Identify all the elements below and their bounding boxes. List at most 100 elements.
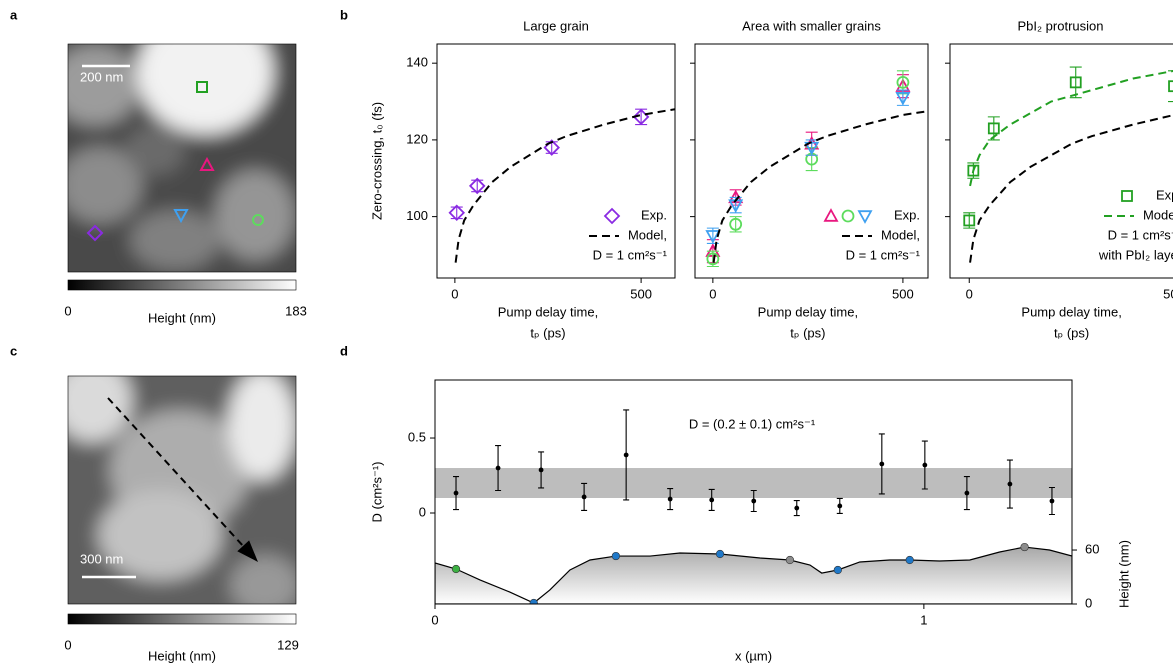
legend-label: Exp. xyxy=(894,207,920,222)
marker xyxy=(964,490,970,496)
scale-bar-label: 300 nm xyxy=(80,551,123,566)
x-axis-label: Pump delay time, xyxy=(758,304,858,319)
marker xyxy=(611,551,620,561)
x-axis-label: Pump delay time, xyxy=(1021,304,1121,319)
y-axis-label: D (cm²s⁻¹) xyxy=(369,461,384,522)
marker xyxy=(837,503,843,509)
y-axis-label: Zero-crossing, t₀ (fs) xyxy=(369,102,384,220)
marker xyxy=(451,564,461,574)
scale-bar-label: 200 nm xyxy=(80,69,123,84)
colorbar-min: 0 xyxy=(64,637,71,652)
legend-marker xyxy=(823,208,839,222)
marker xyxy=(529,598,538,604)
marker xyxy=(895,92,911,106)
y2-tick-label: 60 xyxy=(1085,541,1099,556)
chart-title: Area with smaller grains xyxy=(742,18,881,33)
x-tick-label: 1 xyxy=(920,612,927,627)
plot-area xyxy=(963,66,1173,263)
x-tick-label: 500 xyxy=(1163,286,1173,301)
plot-area xyxy=(435,409,1072,604)
marker xyxy=(879,461,885,467)
marker xyxy=(967,164,980,177)
legend-marker xyxy=(857,210,873,224)
y-tick-label: 0 xyxy=(419,504,426,519)
marker xyxy=(715,549,725,559)
legend-label: Exp. xyxy=(641,207,667,222)
legend-label: Model, xyxy=(881,227,920,242)
marker xyxy=(667,496,673,502)
legend-note: with PbI₂ layer xyxy=(1098,247,1173,262)
model-line xyxy=(969,114,1173,263)
colorbar-min: 0 xyxy=(64,303,71,318)
marker xyxy=(1020,542,1029,552)
plot-frame xyxy=(694,43,929,279)
marker xyxy=(987,122,1000,135)
colorbar xyxy=(67,279,297,291)
legend-marker xyxy=(841,209,855,223)
legend-marker xyxy=(1121,190,1133,202)
marker xyxy=(1007,481,1013,487)
marker xyxy=(1049,498,1055,504)
y-tick-label: 100 xyxy=(406,208,428,223)
colorbar xyxy=(67,613,297,625)
legend-note: D = 1 cm²s⁻¹ xyxy=(1108,227,1173,242)
y2-axis-label: Height (nm) xyxy=(1116,540,1131,608)
marker xyxy=(922,462,928,468)
panel-label: c xyxy=(10,343,17,358)
afm-image xyxy=(67,375,297,605)
marker xyxy=(623,452,629,458)
annotation: D = (0.2 ± 0.1) cm²s⁻¹ xyxy=(689,416,816,431)
legend-label: Model, xyxy=(1143,207,1173,222)
y-tick-label: 0.5 xyxy=(408,429,426,444)
plot-frame xyxy=(436,43,676,279)
panel-label: d xyxy=(340,343,348,358)
chart-title: Large grain xyxy=(523,18,589,33)
marker xyxy=(1168,80,1173,93)
marker xyxy=(581,494,587,500)
plot-area xyxy=(705,70,928,268)
model-line xyxy=(712,110,928,263)
marker xyxy=(896,75,910,89)
panel-label: b xyxy=(340,7,348,22)
error-bar xyxy=(1168,70,1173,103)
colorbar-label: Height (nm) xyxy=(148,310,216,325)
colorbar-max: 129 xyxy=(277,637,299,652)
x-axis-label: x (µm) xyxy=(735,648,772,663)
marker xyxy=(468,177,486,195)
x-tick-label: 500 xyxy=(630,286,652,301)
x-axis-label: Pump delay time, xyxy=(498,304,598,319)
x-tick-label: 500 xyxy=(892,286,914,301)
marker xyxy=(794,505,800,511)
panel-label: a xyxy=(10,7,18,22)
colorbar-label: Height (nm) xyxy=(148,648,216,663)
marker xyxy=(495,465,501,471)
x-axis-label: tₚ (ps) xyxy=(1054,325,1089,340)
marker xyxy=(785,555,795,565)
marker xyxy=(833,565,842,575)
legend-label: Model, xyxy=(628,227,667,242)
marker xyxy=(705,230,721,244)
marker xyxy=(905,555,914,565)
marker xyxy=(709,497,715,503)
y-tick-label: 120 xyxy=(406,131,428,146)
marker xyxy=(963,214,976,227)
x-tick-label: 0 xyxy=(431,612,438,627)
chart-title: PbI₂ protrusion xyxy=(1018,18,1104,33)
colorbar-max: 183 xyxy=(285,303,307,318)
plot-frame xyxy=(434,379,1073,605)
marker xyxy=(1069,76,1082,89)
marker xyxy=(706,252,720,266)
legend-note: D = 1 cm²s⁻¹ xyxy=(846,247,921,262)
y-tick-label: 140 xyxy=(406,55,428,70)
x-tick-label: 0 xyxy=(966,286,973,301)
marker xyxy=(751,498,757,504)
marker xyxy=(453,490,459,496)
model-line xyxy=(454,108,675,263)
error-bar xyxy=(1069,66,1082,99)
legend-label: Exp. xyxy=(1156,187,1173,202)
legend-note: D = 1 cm²s⁻¹ xyxy=(593,247,668,262)
x-axis-label: tₚ (ps) xyxy=(790,325,825,340)
legend-marker xyxy=(603,207,621,225)
x-tick-label: 0 xyxy=(709,286,716,301)
